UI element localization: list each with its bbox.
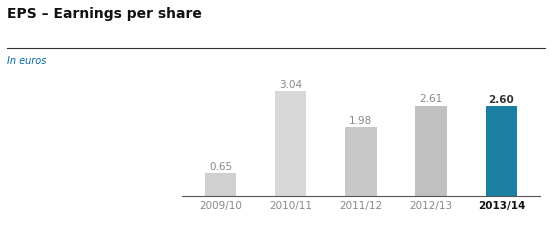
Text: 2.60: 2.60 xyxy=(489,94,514,104)
Text: EPS – Earnings per share: EPS – Earnings per share xyxy=(7,7,202,21)
Bar xyxy=(485,106,517,196)
Text: 2.61: 2.61 xyxy=(419,94,443,104)
Text: In euros: In euros xyxy=(7,56,46,66)
Text: 1.98: 1.98 xyxy=(349,116,372,126)
Bar xyxy=(415,106,447,196)
Text: 0.65: 0.65 xyxy=(209,161,232,171)
Text: 3.04: 3.04 xyxy=(279,79,302,89)
Bar xyxy=(345,128,377,196)
Bar xyxy=(204,173,236,196)
Bar xyxy=(275,91,306,196)
